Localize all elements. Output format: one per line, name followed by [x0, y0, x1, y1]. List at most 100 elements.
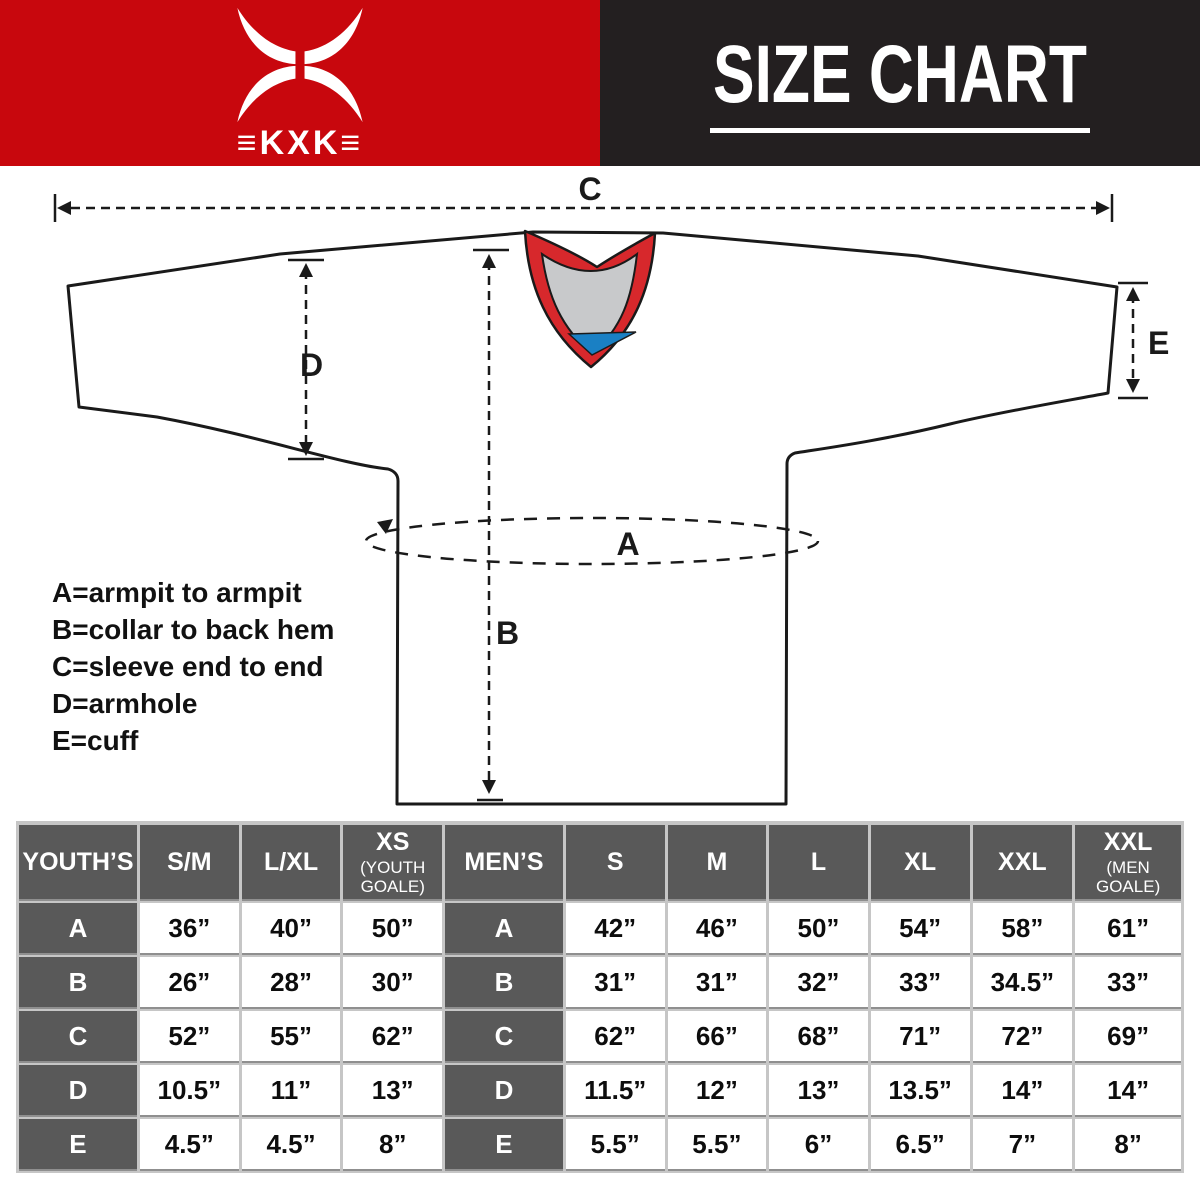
header-xxl-men-goalie: XXL (MEN GOALE) [1075, 825, 1181, 899]
size-table: YOUTH’S S/M L/XL XS (YOUTH GOALE) MEN’S S… [16, 821, 1184, 1173]
row-label: E [19, 1119, 137, 1169]
title-panel: SIZE CHART [600, 0, 1200, 166]
cell-value: 5.5” [565, 1119, 665, 1169]
size-table-section: YOUTH’S S/M L/XL XS (YOUTH GOALE) MEN’S S… [16, 821, 1184, 1173]
cell-value: 50” [769, 903, 868, 953]
cell-value: 14” [1075, 1065, 1181, 1115]
measurement-legend: A=armpit to armpit B=collar to back hem … [52, 574, 334, 759]
header-l: L [769, 825, 868, 899]
jersey-measurement-diagram: C D B E A [0, 166, 1200, 821]
table-row-b: B 26” 28” 30” B 31” 31” 32” 33” 34.5” 33… [19, 957, 1181, 1007]
header-sm: S/M [139, 825, 239, 899]
row-label: B [19, 957, 137, 1007]
c-arrowhead-left [57, 201, 71, 215]
cell-value: 42” [565, 903, 665, 953]
cell-value: 69” [1075, 1011, 1181, 1061]
cell-value: 72” [972, 1011, 1073, 1061]
cell-value: 33” [870, 957, 970, 1007]
cell-value: 46” [667, 903, 767, 953]
jersey-diagram-svg: C D B E A [53, 171, 1169, 806]
cell-value: 52” [139, 1011, 239, 1061]
e-arrowhead-top [1126, 287, 1140, 301]
cell-value: 32” [769, 957, 868, 1007]
b-label: B [496, 615, 519, 651]
cell-value: 6” [769, 1119, 868, 1169]
cell-value: 54” [870, 903, 970, 953]
table-row-c: C 52” 55” 62” C 62” 66” 68” 71” 72” 69” [19, 1011, 1181, 1061]
cell-value: 26” [139, 957, 239, 1007]
brand-panel: ≡KXK≡ [0, 0, 600, 166]
cell-value: 28” [241, 957, 341, 1007]
d-arrowhead-bottom [299, 442, 313, 456]
legend-line-d: D=armhole [52, 688, 198, 719]
header-m: M [667, 825, 767, 899]
cell-value: 4.5” [139, 1119, 239, 1169]
a-measure-ellipse [364, 516, 820, 566]
cell-value: 12” [667, 1065, 767, 1115]
row-label: C [19, 1011, 137, 1061]
cell-value: 30” [343, 957, 443, 1007]
cell-value: 14” [972, 1065, 1073, 1115]
row-label: E [445, 1119, 563, 1169]
cell-value: 11” [241, 1065, 341, 1115]
jersey-outline [66, 230, 1119, 806]
cell-value: 34.5” [972, 957, 1073, 1007]
e-label: E [1148, 325, 1169, 361]
cell-value: 13.5” [870, 1065, 970, 1115]
cell-value: 50” [343, 903, 443, 953]
cell-value: 61” [1075, 903, 1181, 953]
a-arrowhead [377, 519, 393, 534]
cell-value: 6.5” [870, 1119, 970, 1169]
header-xl: XL [870, 825, 970, 899]
b-arrowhead-top [482, 254, 496, 268]
cell-value: 40” [241, 903, 341, 953]
cell-value: 71” [870, 1011, 970, 1061]
row-label: A [445, 903, 563, 953]
legend-line-b: B=collar to back hem [52, 614, 335, 645]
d-arrowhead-top [299, 263, 313, 277]
jersey-collar-insert [567, 331, 637, 356]
c-label: C [578, 171, 601, 207]
cell-value: 33” [1075, 957, 1181, 1007]
cell-value: 10.5” [139, 1065, 239, 1115]
header-lxl: L/XL [241, 825, 341, 899]
header-youths: YOUTH’S [19, 825, 137, 899]
table-header-row: YOUTH’S S/M L/XL XS (YOUTH GOALE) MEN’S S… [19, 825, 1181, 899]
cell-value: 31” [667, 957, 767, 1007]
brand-logo-text: ≡KXK≡ [236, 124, 364, 162]
cell-value: 8” [1075, 1119, 1181, 1169]
cell-value: 55” [241, 1011, 341, 1061]
legend-line-e: E=cuff [52, 725, 139, 756]
b-arrowhead-bottom [482, 780, 496, 794]
legend-line-a: A=armpit to armpit [52, 577, 302, 608]
row-label: C [445, 1011, 563, 1061]
jersey-collar-inner [540, 251, 639, 356]
cell-value: 4.5” [241, 1119, 341, 1169]
row-label: D [445, 1065, 563, 1115]
cell-value: 62” [343, 1011, 443, 1061]
cell-value: 13” [343, 1065, 443, 1115]
row-label: B [445, 957, 563, 1007]
cell-value: 36” [139, 903, 239, 953]
row-label: D [19, 1065, 137, 1115]
legend-line-c: C=sleeve end to end [52, 651, 324, 682]
cell-value: 11.5” [565, 1065, 665, 1115]
brand-logo: ≡KXK≡ [225, 6, 375, 160]
cell-value: 66” [667, 1011, 767, 1061]
cell-value: 8” [343, 1119, 443, 1169]
table-row-e: E 4.5” 4.5” 8” E 5.5” 5.5” 6” 6.5” 7” 8” [19, 1119, 1181, 1169]
header-mens: MEN’S [445, 825, 563, 899]
page-title: SIZE CHART [710, 33, 1090, 133]
cell-value: 58” [972, 903, 1073, 953]
e-arrowhead-bottom [1126, 379, 1140, 393]
kxk-x-monogram-icon [237, 7, 363, 123]
table-row-a: A 36” 40” 50” A 42” 46” 50” 54” 58” 61” [19, 903, 1181, 953]
header-s: S [565, 825, 665, 899]
cell-value: 62” [565, 1011, 665, 1061]
cell-value: 13” [769, 1065, 868, 1115]
header-xxl: XXL [972, 825, 1073, 899]
cell-value: 5.5” [667, 1119, 767, 1169]
cell-value: 7” [972, 1119, 1073, 1169]
table-row-d: D 10.5” 11” 13” D 11.5” 12” 13” 13.5” 14… [19, 1065, 1181, 1115]
